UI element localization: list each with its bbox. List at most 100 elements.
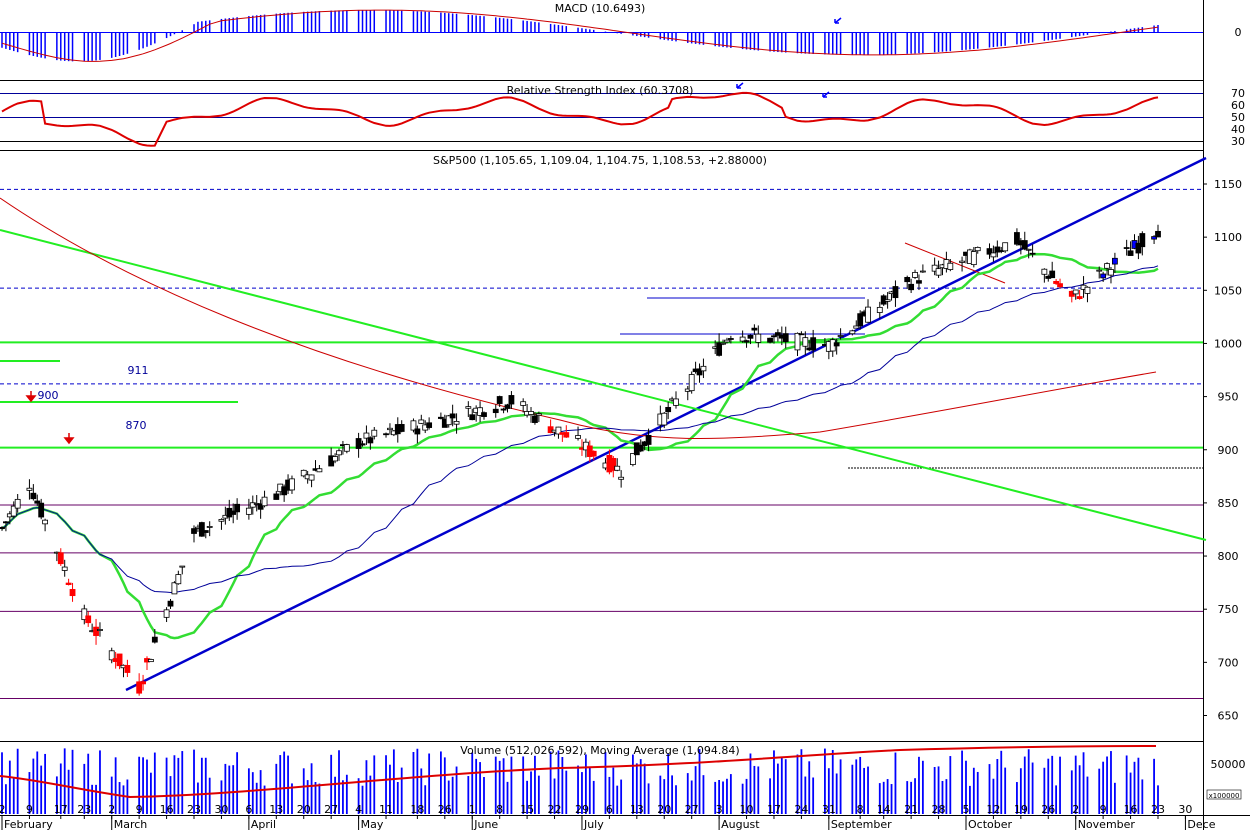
ma-200-line — [0, 197, 1157, 439]
volume-bars — [1, 748, 1159, 814]
candle — [970, 247, 977, 268]
candle — [1111, 252, 1118, 274]
price-moving-averages — [0, 197, 1159, 640]
rsi-line — [1, 91, 1159, 147]
x-tick-label: 9 — [26, 803, 33, 816]
candle — [316, 464, 323, 473]
candle — [520, 398, 527, 413]
candle — [990, 245, 997, 262]
candle — [865, 299, 871, 323]
x-tick-label: 6 — [245, 803, 252, 816]
ma-20-line — [1, 252, 1159, 640]
x-tick-label: 26 — [438, 803, 452, 816]
x-tick-label: 12 — [986, 803, 1000, 816]
candle — [1155, 224, 1161, 238]
candle — [281, 484, 288, 502]
candle — [85, 611, 92, 627]
candle — [10, 501, 17, 519]
x-tick-label: 1 — [469, 803, 476, 816]
candle — [206, 521, 213, 537]
candle — [876, 301, 883, 319]
candle — [414, 425, 421, 444]
candle — [614, 458, 621, 472]
candle — [1041, 268, 1048, 283]
candle — [747, 334, 754, 345]
price-tick-850: 850 — [1218, 497, 1239, 510]
candle — [1151, 235, 1157, 245]
x-tick-label: 30 — [214, 803, 228, 816]
rsi-title: Relative Strength Index (60.3708) — [507, 84, 694, 97]
candle — [908, 278, 915, 293]
candle — [1076, 289, 1083, 300]
month-label: November — [1078, 818, 1136, 830]
candle — [665, 401, 672, 420]
x-tick-label: 31 — [822, 803, 836, 816]
macd-title: MACD (10.6493) — [555, 2, 646, 15]
candles — [0, 224, 1161, 696]
candle — [849, 329, 856, 336]
candle — [1049, 261, 1056, 279]
candle — [151, 629, 158, 644]
candle — [273, 490, 280, 500]
x-tick-label: 18 — [410, 803, 424, 816]
rsi-tick-50: 50 — [1231, 111, 1245, 124]
candle — [93, 618, 99, 645]
candle — [833, 338, 840, 355]
candle — [794, 332, 801, 357]
month-label: April — [251, 818, 276, 830]
candle — [637, 439, 644, 453]
candle — [465, 401, 472, 418]
candle — [696, 363, 703, 383]
candle — [673, 391, 679, 409]
candle — [774, 329, 781, 342]
candle — [724, 337, 730, 344]
price-panel: S&P500 (1,105.65, 1,109.04, 1,104.75, 1,… — [0, 154, 1242, 723]
candle — [363, 425, 370, 445]
price-title: S&P500 (1,105.65, 1,109.04, 1,104.75, 1,… — [433, 154, 767, 167]
candle — [167, 598, 174, 609]
candle — [916, 274, 922, 291]
month-label: September — [831, 818, 892, 830]
candle — [492, 404, 499, 418]
x-tick-label: 6 — [606, 803, 613, 816]
x-tick-label: 11 — [379, 803, 393, 816]
candle — [618, 470, 625, 488]
macd-bars — [1, 10, 1159, 62]
candle — [547, 419, 554, 434]
x-tick-label: 24 — [794, 803, 808, 816]
candle — [383, 432, 389, 438]
x-axis: 2 9 17 23 2 9 16 23 30 6 13 20 27 4 11 18 26 1 8 15 22 29 6 13 2… — [0, 803, 1216, 830]
x-tick-label: 9 — [1100, 803, 1107, 816]
rsi-tick-30: 30 — [1231, 135, 1245, 148]
rsi-arrow-icon-1 — [736, 82, 744, 89]
candle — [947, 259, 954, 272]
rsi-tick-60: 60 — [1231, 99, 1245, 112]
candle — [829, 337, 836, 357]
rsi-tick-40: 40 — [1231, 123, 1245, 136]
candle — [1002, 242, 1009, 253]
x-tick-label: 23 — [1151, 803, 1165, 816]
x-tick-label: 20 — [657, 803, 671, 816]
candle — [1100, 271, 1107, 282]
x-tick-label: 4 — [355, 803, 362, 816]
price-tick-900: 900 — [1218, 444, 1239, 457]
x-tick-label: 9 — [136, 803, 143, 816]
price-tick-950: 950 — [1218, 391, 1239, 404]
candle — [245, 498, 252, 520]
candle — [234, 498, 241, 520]
price-tick-650: 650 — [1218, 710, 1239, 723]
candle — [1025, 248, 1032, 259]
price-ticks: 1150 1100 1050 1000 950 900 850 800 750 700 650 — [1203, 178, 1242, 723]
candle — [69, 582, 76, 602]
candle — [343, 443, 350, 454]
x-tick-label: 2 — [1072, 803, 1079, 816]
candle — [986, 243, 993, 259]
candle — [504, 403, 511, 413]
x-tick-label: 8 — [496, 803, 503, 816]
candle — [230, 503, 237, 524]
candle — [532, 411, 538, 425]
month-label: October — [968, 818, 1012, 830]
volume-tick-50000: 50000 — [1211, 758, 1246, 771]
candle — [65, 578, 72, 586]
candle — [1123, 239, 1130, 256]
